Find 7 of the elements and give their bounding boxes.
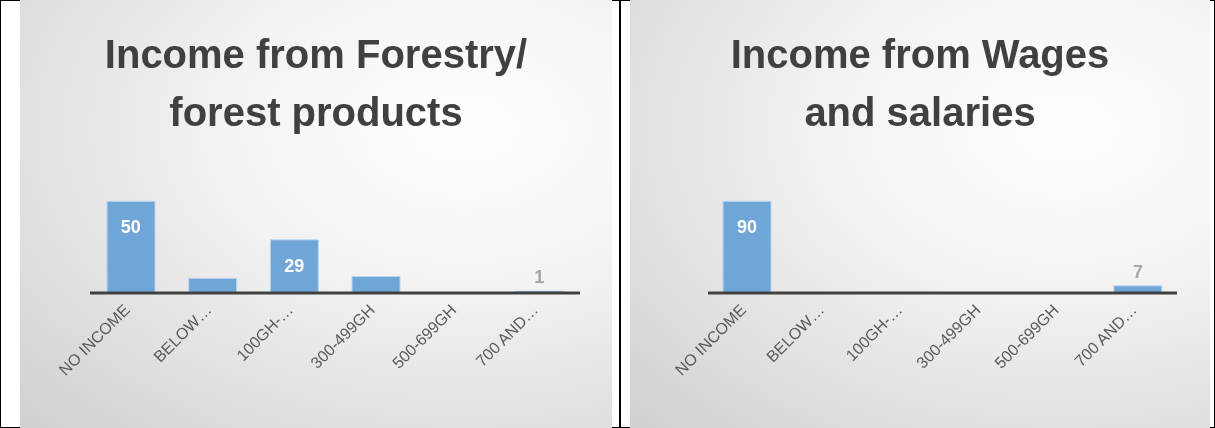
data-label: 7	[1132, 261, 1143, 282]
data-label: 50	[120, 217, 141, 238]
data-label: 90	[737, 217, 758, 238]
data-label: 29	[284, 255, 305, 276]
chart-title: Income from Forestry/ forest products	[103, 30, 529, 136]
data-label: 1	[534, 267, 545, 288]
chart-title: Income from Wages and salaries	[729, 30, 1111, 136]
